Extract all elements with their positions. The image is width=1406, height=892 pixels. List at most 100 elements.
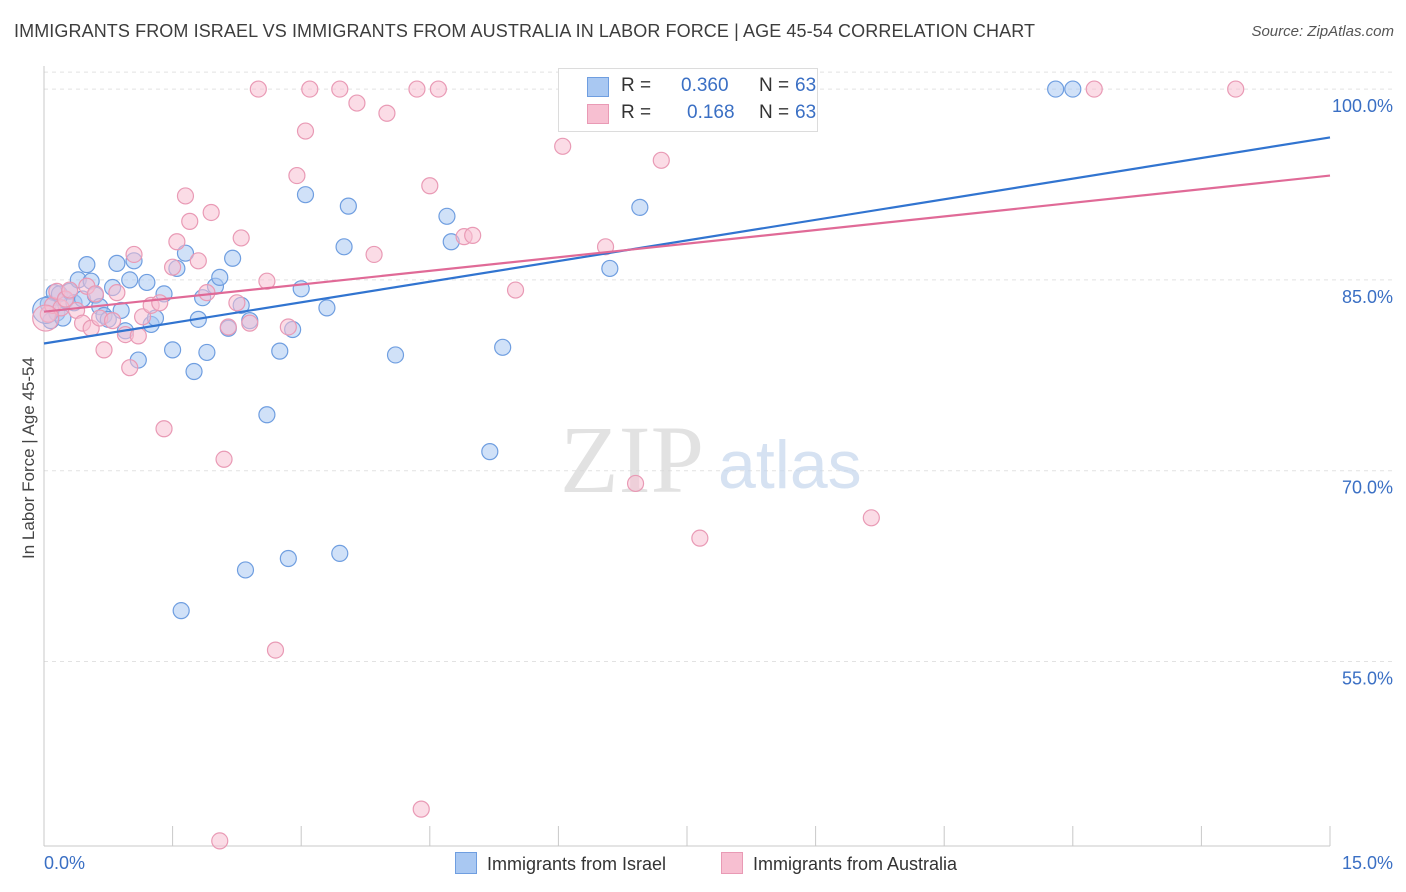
israel-point [339, 197, 357, 215]
legend-item-australia: Immigrants from Australia [721, 852, 957, 875]
australia-point [202, 203, 220, 222]
israel-point [78, 256, 96, 274]
y-tick-label: 70.0% [1342, 478, 1393, 498]
australia-point [464, 226, 482, 244]
israel-point [172, 602, 190, 620]
israel-point [164, 341, 182, 359]
series-israel-points [32, 80, 1082, 620]
australia-point [378, 104, 396, 122]
israel-point [335, 238, 353, 256]
australia-point [408, 80, 426, 98]
australia-legend-label: Immigrants from Australia [753, 854, 958, 874]
australia-n-value: 63 [795, 102, 817, 123]
israel-point [279, 549, 297, 568]
israel-point [601, 259, 619, 278]
israel-point [481, 443, 499, 461]
legend-item-israel: Immigrants from Israel [455, 852, 666, 875]
australia-point [176, 187, 195, 205]
israel-point [1047, 80, 1065, 98]
australia-point [133, 308, 152, 326]
source-label: Source: ZipAtlas.com [1251, 23, 1394, 40]
australia-point [228, 294, 246, 312]
australia-point [1085, 80, 1103, 98]
watermark-atlas: atlas [718, 427, 862, 503]
y-tick-label: 55.0% [1342, 669, 1393, 689]
australia-point [108, 284, 126, 302]
australia-point [211, 832, 229, 850]
australia-point [301, 80, 319, 98]
australia-point [421, 177, 439, 195]
israel-point [121, 271, 139, 289]
australia-point [266, 641, 285, 659]
y-tick-label: 100.0% [1332, 96, 1393, 116]
australia-point [155, 420, 173, 438]
israel-point [631, 198, 649, 216]
australia-r-value: 0.168 [687, 102, 735, 123]
australia-point [331, 80, 349, 98]
israel-n-value: 63 [795, 75, 817, 96]
australia-point [241, 314, 259, 332]
australia-point [86, 285, 105, 303]
australia-point [151, 294, 169, 312]
australia-point [862, 509, 880, 527]
watermark: ZIP atlas [560, 406, 862, 513]
legend-n-label: N = [759, 75, 790, 96]
israel-point [331, 544, 349, 563]
watermark-zip: ZIP [560, 406, 704, 513]
australia-point [691, 529, 709, 547]
y-tick-label: 85.0% [1342, 287, 1393, 307]
y-tick-labels: 55.0% 70.0% 85.0% 100.0% [1332, 96, 1393, 688]
correlation-legend: R = 0.360 N = 63 R = 0.168 N = 63 [558, 68, 818, 132]
australia-trend-line [43, 174, 1331, 313]
australia-point [164, 258, 182, 276]
australia-point [288, 166, 306, 185]
australia-point [168, 233, 186, 251]
australia-point [95, 341, 113, 359]
australia-point [121, 359, 139, 377]
australia-point [61, 281, 79, 299]
australia-point [412, 800, 430, 818]
israel-point [386, 346, 405, 364]
australia-point [181, 212, 199, 230]
israel-point [211, 268, 229, 286]
israel-point [1064, 80, 1082, 98]
australia-point [198, 284, 216, 302]
australia-point [32, 304, 60, 332]
australia-point [103, 312, 122, 330]
trend-lines [43, 136, 1331, 345]
australia-point [215, 450, 233, 468]
israel-point [108, 254, 126, 272]
australia-point [348, 94, 366, 112]
israel-swatch [587, 77, 609, 97]
australia-point [249, 80, 267, 98]
australia-point [125, 245, 143, 264]
australia-point [189, 252, 207, 270]
australia-point [232, 229, 250, 247]
legend-n-label: N = [759, 102, 790, 123]
israel-point [185, 362, 203, 381]
y-axis-label: In Labor Force | Age 45-54 [19, 357, 38, 559]
x-tick-label: 15.0% [1342, 853, 1393, 873]
chart-title: IMMIGRANTS FROM ISRAEL VS IMMIGRANTS FRO… [14, 21, 1036, 41]
israel-r-value: 0.360 [681, 75, 729, 96]
australia-swatch [587, 104, 609, 124]
australia-point [365, 245, 383, 264]
legend-r-label: R = [621, 102, 652, 123]
x-tick-label: 0.0% [44, 853, 85, 873]
israel-trend-line [43, 136, 1331, 345]
legend-r-label: R = [621, 75, 652, 96]
israel-point [296, 186, 315, 204]
israel-point [176, 244, 195, 262]
australia-point [279, 318, 297, 336]
axes [43, 66, 1331, 847]
israel-point [224, 249, 242, 267]
australia-point [1227, 80, 1245, 98]
israel-point [198, 343, 216, 362]
australia-point [219, 318, 237, 336]
australia-point [554, 137, 572, 155]
australia-point [506, 281, 525, 299]
australia-point [652, 151, 670, 169]
australia-point [626, 474, 645, 493]
israel-point [258, 406, 276, 424]
